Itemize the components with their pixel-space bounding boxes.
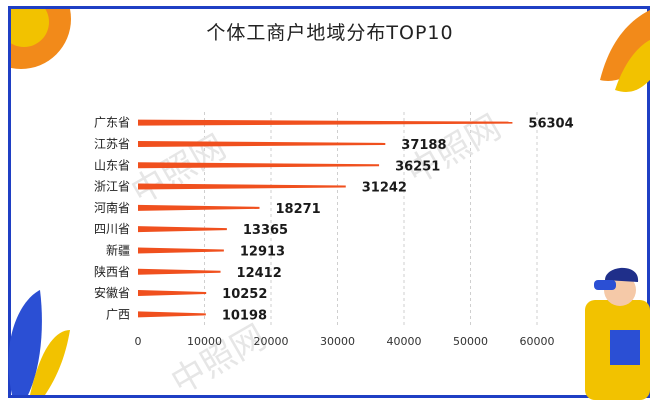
person-illustration [585,267,650,400]
category-label: 广西 [106,307,130,321]
category-label: 安徽省 [94,285,130,300]
chart-title: 个体工商户地域分布TOP10 [206,22,454,44]
bar [138,119,513,126]
bar [138,247,224,254]
category-label: 江苏省 [94,137,130,151]
x-tick-label: 10000 [187,335,222,348]
x-tick-label: 30000 [320,335,355,348]
x-axis-ticks: 0 10000 20000 30000 40000 50000 60000 [135,335,555,348]
bar [138,226,227,233]
x-tick-label: 20000 [254,335,289,348]
bar [138,268,221,275]
bar [138,290,207,297]
decor-top-right [600,10,650,92]
value-label: 12412 [237,266,282,281]
category-label: 河南省 [94,200,130,215]
bar [138,140,386,147]
value-label: 10198 [222,308,267,323]
category-label: 浙江省 [94,180,130,194]
category-label: 四川省 [94,222,130,236]
value-label: 13365 [243,223,288,238]
value-label: 18271 [276,202,321,217]
watermark-text: 中照网 [125,127,233,213]
bar [138,311,206,318]
x-tick-label: 0 [135,335,142,348]
category-label: 新疆 [106,242,130,257]
value-label: 12913 [240,244,285,259]
value-label: 56304 [528,117,573,132]
chart-frame [8,6,650,398]
x-tick-label: 50000 [453,335,488,348]
decor-leaves-left [8,290,70,395]
value-label: 37188 [401,138,446,153]
value-labels: 56304 37188 36251 31242 18271 13365 12913 12412… [222,117,574,324]
bars [138,119,513,318]
category-label: 陕西省 [94,264,130,279]
bar [138,183,346,190]
watermark-text: 中照网 [165,317,273,403]
category-label: 山东省 [94,158,130,172]
x-tick-label: 60000 [520,335,555,348]
value-label: 10252 [222,287,267,302]
category-label: 广东省 [94,116,130,130]
value-label: 31242 [362,181,407,196]
bar [138,162,380,169]
value-label: 36251 [395,159,440,174]
x-tick-label: 40000 [387,335,422,348]
bar [138,204,260,211]
